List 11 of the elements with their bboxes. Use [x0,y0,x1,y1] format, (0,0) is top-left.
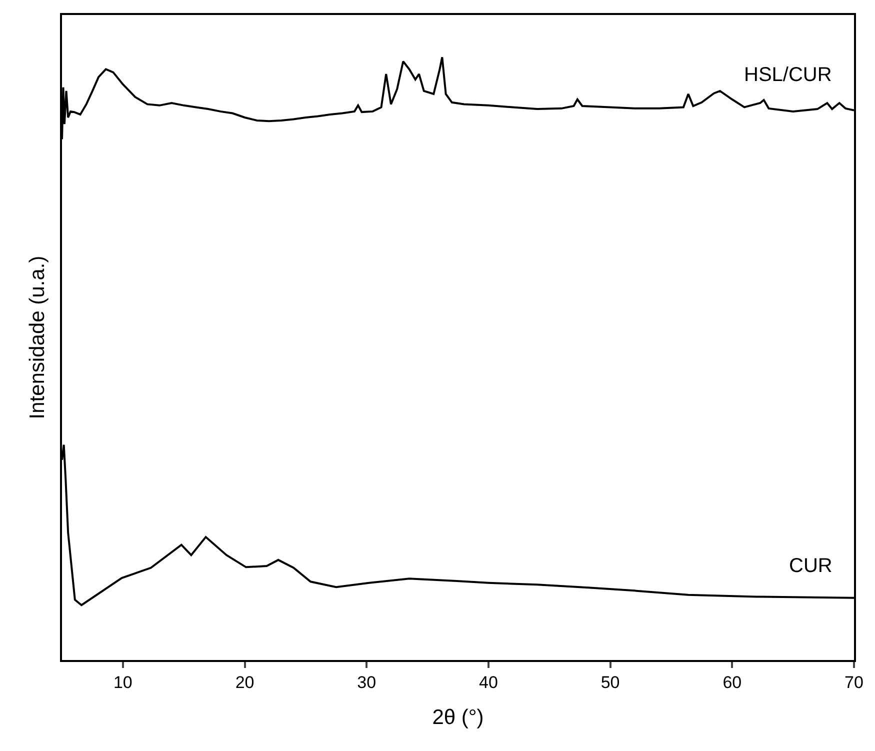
x-axis-title: 2θ (°) [432,706,484,729]
x-tick-label: 60 [722,673,742,692]
x-tick-label: 20 [235,673,254,692]
x-tick-label: 50 [600,673,620,692]
series-label: CUR [789,555,832,577]
x-tick-label: 70 [844,673,864,692]
x-tick-label: 40 [479,673,498,692]
series-label: HSL/CUR [744,64,832,86]
y-axis-title: Intensidade (u.a.) [26,256,49,420]
x-tick-label: 10 [113,673,132,692]
x-tick-label: 30 [357,673,376,692]
